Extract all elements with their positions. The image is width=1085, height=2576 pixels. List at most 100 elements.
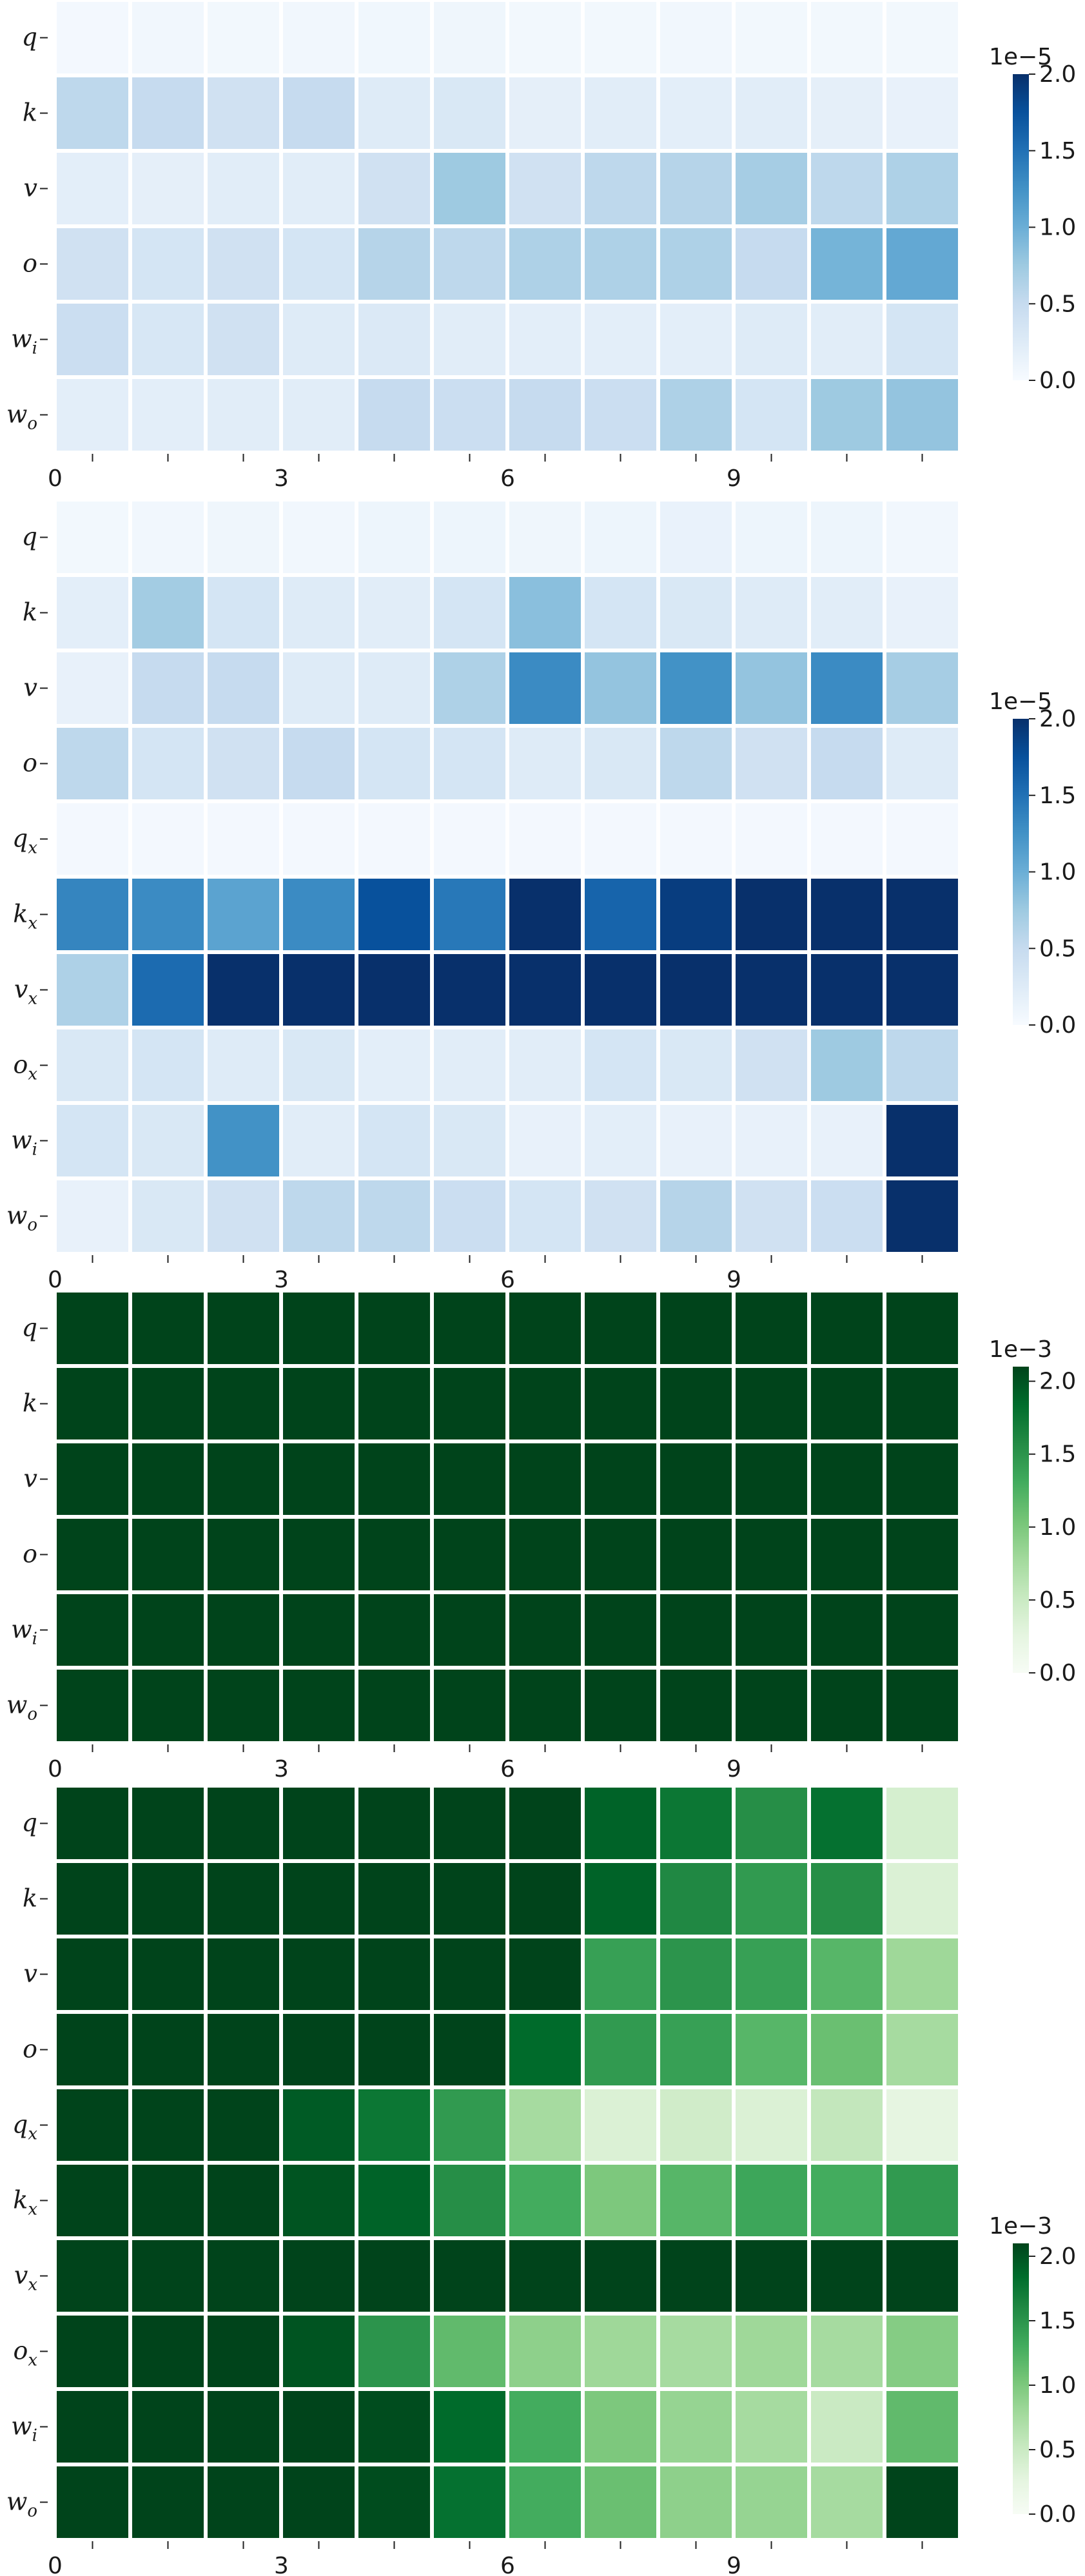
heatmap-cell <box>208 2316 279 2387</box>
heatmap-cell <box>358 1443 430 1515</box>
heatmap-cell <box>509 1863 581 1935</box>
heatmap-cell <box>886 2014 958 2085</box>
heatmap-cell <box>585 153 656 224</box>
x-tick-label: 9 <box>727 465 741 492</box>
heatmap-cell <box>886 1670 958 1741</box>
heatmap-cell <box>886 2089 958 2161</box>
heatmap-cell <box>509 2240 581 2312</box>
heatmap-cell <box>132 1105 204 1176</box>
heatmap-cell <box>585 1863 656 1935</box>
heatmap-cell <box>57 1519 128 1590</box>
heatmap-cell <box>283 2466 355 2538</box>
heatmap-cell <box>886 153 958 224</box>
heatmap-cell <box>208 1938 279 2010</box>
heatmap-cell <box>358 379 430 451</box>
heatmap-cell <box>208 304 279 375</box>
heatmap-cell <box>509 1670 581 1741</box>
heatmap-cell <box>736 1519 807 1590</box>
heatmap-cell <box>57 1863 128 1935</box>
heatmap-cell <box>886 77 958 149</box>
heatmap-cell <box>660 1180 732 1252</box>
colorbar-tick-label: 2.0 <box>1039 2243 1076 2270</box>
heatmap-cell <box>811 879 883 950</box>
heatmap-cell <box>585 2089 656 2161</box>
heatmap-cell <box>208 379 279 451</box>
heatmap-cell <box>509 1788 581 1859</box>
colorbar-tick-label: 0.5 <box>1039 1587 1076 1614</box>
heatmap-cell <box>57 728 128 799</box>
row-label: vx <box>14 2261 37 2295</box>
heatmap-cell <box>358 2466 430 2538</box>
heatmap-cell <box>886 954 958 1026</box>
heatmap-cell <box>811 2089 883 2161</box>
heatmap-cell <box>434 2316 505 2387</box>
colorbar-tick-label: 2.0 <box>1039 61 1076 88</box>
heatmap-cell <box>736 228 807 300</box>
heatmap-cell <box>208 502 279 573</box>
heatmap-cell <box>57 1105 128 1176</box>
heatmap-cell <box>57 803 128 875</box>
heatmap-cell <box>736 1863 807 1935</box>
heatmap-cell <box>585 2316 656 2387</box>
heatmap-cell <box>283 2240 355 2312</box>
heatmap-cell <box>57 304 128 375</box>
heatmap-cell <box>283 728 355 799</box>
heatmap-cell <box>509 379 581 451</box>
heatmap-cell <box>736 304 807 375</box>
heatmap-cell <box>434 304 505 375</box>
heatmap-cell <box>132 2316 204 2387</box>
heatmap-cell <box>358 954 430 1026</box>
row-label: v <box>24 674 38 702</box>
heatmap-cell <box>132 1519 204 1590</box>
heatmap-cell <box>811 803 883 875</box>
heatmap-cell <box>208 1293 279 1364</box>
heatmap-cell <box>736 1788 807 1859</box>
heatmap-cell <box>283 1519 355 1590</box>
heatmap-cell <box>283 2165 355 2236</box>
heatmap-cell <box>208 2014 279 2085</box>
heatmap-cell <box>811 2014 883 2085</box>
heatmap-cell <box>132 304 204 375</box>
row-label: o <box>23 749 37 777</box>
row-label: k <box>23 1884 37 1913</box>
heatmap-cell <box>132 2466 204 2538</box>
heatmap-cell <box>283 1670 355 1741</box>
heatmap-cell <box>736 502 807 573</box>
row-label: v <box>24 1465 38 1493</box>
row-label: o <box>23 2035 37 2064</box>
heatmap-cell <box>509 77 581 149</box>
heatmap-cell <box>358 1368 430 1439</box>
heatmap-cell <box>886 1443 958 1515</box>
row-label: wi <box>11 1126 37 1160</box>
heatmap-cell <box>358 1105 430 1176</box>
heatmap-cell <box>132 879 204 950</box>
heatmap-cell <box>57 1670 128 1741</box>
heatmap-cell <box>509 1443 581 1515</box>
heatmap-cell <box>208 652 279 724</box>
heatmap-cell <box>132 2391 204 2463</box>
heatmap-cell <box>283 577 355 649</box>
heatmap-cell <box>434 1670 505 1741</box>
heatmap-cell <box>736 379 807 451</box>
heatmap-cell <box>585 1938 656 2010</box>
row-label: ox <box>13 1051 37 1084</box>
heatmap-cell <box>585 1293 656 1364</box>
heatmap-cell <box>811 1788 883 1859</box>
heatmap-cell <box>208 577 279 649</box>
colorbar-tick-label: 0.5 <box>1039 935 1076 962</box>
heatmap-cell <box>585 2466 656 2538</box>
heatmap-cell <box>434 577 505 649</box>
heatmap-cell <box>434 1788 505 1859</box>
heatmap-cell <box>283 803 355 875</box>
colorbar-exponent: 1e−3 <box>989 1336 1052 1363</box>
heatmap-cell <box>736 1105 807 1176</box>
heatmap-cell <box>736 77 807 149</box>
heatmap-cell <box>660 1029 732 1101</box>
heatmap-cell <box>660 1105 732 1176</box>
heatmap-cell <box>811 1105 883 1176</box>
heatmap-cell <box>811 1594 883 1666</box>
row-label: wi <box>11 325 37 358</box>
heatmap-cell <box>660 228 732 300</box>
heatmap-cell <box>434 1519 505 1590</box>
row-label: o <box>23 1540 37 1568</box>
